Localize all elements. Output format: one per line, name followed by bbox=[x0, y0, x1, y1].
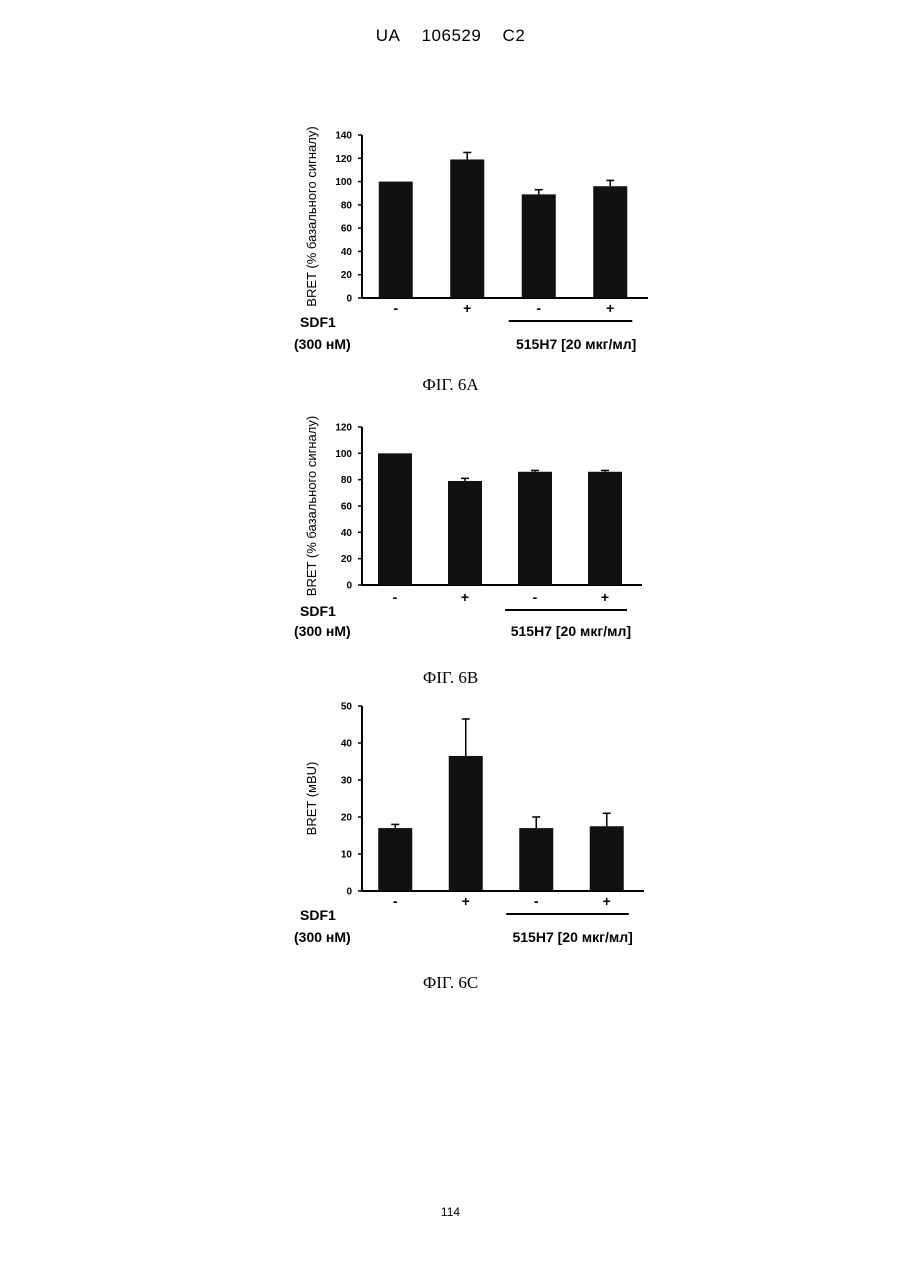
antibody-label: 515H7 [20 мкг/мл] bbox=[512, 929, 632, 945]
figure-caption-6c: ФІГ. 6С bbox=[0, 973, 901, 993]
bar bbox=[519, 828, 553, 891]
category-label: + bbox=[461, 589, 469, 605]
chart-6c: BRET (мBU) 0 10 20 30 40 50 - + - + SDF1 (300 нМ) 515… bbox=[280, 690, 680, 955]
figure-caption-6a: ФІГ. 6А bbox=[0, 375, 901, 395]
y-tick-label: 0 bbox=[346, 581, 352, 592]
row-label-sdf1: SDF1 bbox=[300, 907, 336, 923]
y-tick-label: 10 bbox=[341, 850, 353, 861]
patent-number: 106529 bbox=[422, 26, 482, 45]
bar bbox=[379, 182, 413, 298]
y-tick-label: 80 bbox=[341, 200, 353, 211]
y-axis-label: BRET (% базального сигналу) bbox=[304, 416, 319, 596]
row-label-concentration: (300 нМ) bbox=[294, 929, 351, 945]
category-label: - bbox=[533, 589, 538, 605]
bar bbox=[378, 828, 412, 891]
chart-6b: BRET (% базального сигналу) 0 20 40 60 80 100 1… bbox=[280, 405, 680, 650]
bar bbox=[518, 472, 552, 585]
y-tick-label: 100 bbox=[335, 177, 352, 188]
y-tick-label: 50 bbox=[341, 702, 353, 713]
y-tick-label: 20 bbox=[341, 554, 353, 565]
figure-caption-6b: ФІГ. 6В bbox=[0, 668, 901, 688]
row-label-concentration: (300 нМ) bbox=[294, 623, 351, 639]
bar bbox=[522, 194, 556, 298]
row-label-sdf1: SDF1 bbox=[300, 603, 336, 619]
y-tick-label: 60 bbox=[341, 502, 353, 513]
bar bbox=[378, 453, 412, 585]
y-tick-label: 80 bbox=[341, 475, 353, 486]
category-label: + bbox=[462, 893, 470, 909]
y-tick-label: 0 bbox=[346, 294, 352, 305]
kind-code: C2 bbox=[503, 26, 526, 45]
y-tick-label: 40 bbox=[341, 528, 353, 539]
y-tick-label: 20 bbox=[341, 813, 353, 824]
category-label: + bbox=[603, 893, 611, 909]
y-axis-label: BRET (% базального сигналу) bbox=[304, 126, 319, 306]
y-tick-label: 40 bbox=[341, 739, 353, 750]
category-label: + bbox=[463, 300, 471, 316]
bar bbox=[588, 472, 622, 585]
document-header: UA 106529 C2 bbox=[0, 26, 901, 46]
y-tick-label: 30 bbox=[341, 776, 353, 787]
category-label: - bbox=[393, 300, 398, 316]
y-tick-label: 120 bbox=[335, 423, 352, 434]
country-code: UA bbox=[376, 26, 401, 45]
antibody-label: 515H7 [20 мкг/мл] bbox=[516, 336, 636, 352]
bar bbox=[593, 186, 627, 298]
row-label-concentration: (300 нМ) bbox=[294, 336, 351, 352]
y-axis-label: BRET (мBU) bbox=[304, 762, 319, 836]
category-label: - bbox=[393, 893, 398, 909]
antibody-label: 515H7 [20 мкг/мл] bbox=[511, 623, 631, 639]
bar bbox=[450, 159, 484, 298]
row-label-sdf1: SDF1 bbox=[300, 314, 336, 330]
category-label: + bbox=[606, 300, 614, 316]
y-tick-label: 0 bbox=[346, 887, 352, 898]
y-tick-label: 40 bbox=[341, 247, 353, 258]
y-tick-label: 100 bbox=[335, 449, 352, 460]
y-tick-label: 120 bbox=[335, 154, 352, 165]
y-tick-label: 20 bbox=[341, 270, 353, 281]
bar bbox=[449, 756, 483, 891]
category-label: + bbox=[601, 589, 609, 605]
chart-6a: BRET (% базального сигналу) 0 20 40 60 80 100 1… bbox=[280, 110, 680, 360]
y-tick-label: 140 bbox=[335, 131, 352, 142]
page-number: 114 bbox=[0, 1205, 901, 1219]
y-tick-label: 60 bbox=[341, 224, 353, 235]
category-label: - bbox=[536, 300, 541, 316]
category-label: - bbox=[393, 589, 398, 605]
bar bbox=[590, 826, 624, 891]
category-label: - bbox=[534, 893, 539, 909]
bar bbox=[448, 481, 482, 585]
